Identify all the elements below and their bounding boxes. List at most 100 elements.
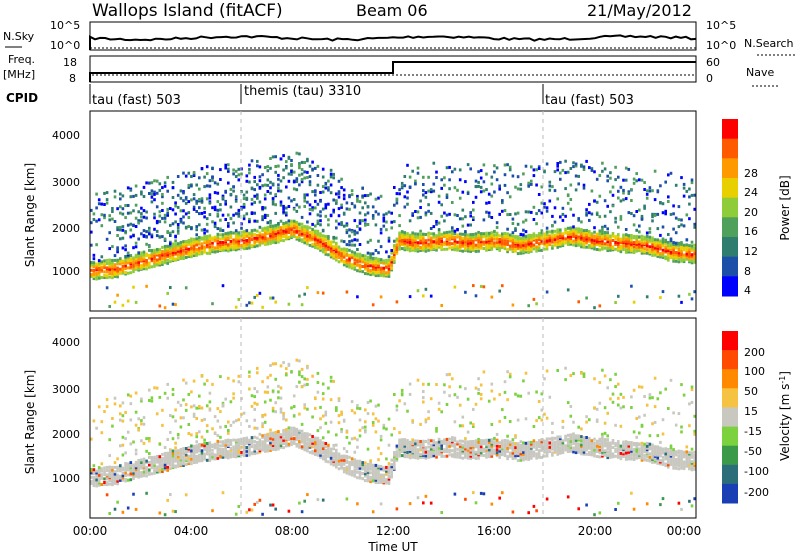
power-cell xyxy=(337,190,341,194)
power-cell xyxy=(219,237,222,241)
power-cell xyxy=(490,233,494,237)
velocity-cell xyxy=(319,445,322,449)
power-cell xyxy=(461,238,465,242)
velocity-cell xyxy=(319,439,322,443)
velocity-cell xyxy=(100,420,104,424)
power-cell xyxy=(295,227,299,231)
velocity-cell xyxy=(435,453,438,457)
power-cell xyxy=(198,206,201,210)
power-cell xyxy=(129,235,133,239)
power-cell xyxy=(485,201,488,205)
power-cell xyxy=(456,214,459,217)
power-cell xyxy=(667,254,670,258)
power-colorbar-swatch xyxy=(722,138,738,159)
velocity-cell xyxy=(422,396,425,400)
velocity-cell xyxy=(224,449,227,453)
power-cell xyxy=(150,257,154,261)
velocity-cell xyxy=(306,432,309,436)
power-cell xyxy=(680,223,683,227)
power-cell xyxy=(329,183,333,187)
velocity-cell xyxy=(419,452,422,456)
power-cell xyxy=(377,196,380,200)
power-cell xyxy=(551,185,554,189)
velocity-cell xyxy=(503,445,507,449)
velocity-cell xyxy=(121,510,125,514)
power-cell xyxy=(522,245,525,249)
power-cell xyxy=(524,234,528,238)
power-cell xyxy=(667,244,670,247)
power-cell xyxy=(398,236,401,240)
power-cell xyxy=(395,201,399,205)
power-cell xyxy=(627,234,631,238)
velocity-cell xyxy=(329,447,333,451)
power-cell xyxy=(635,236,638,240)
power-cell xyxy=(674,231,678,235)
power-cell xyxy=(256,219,259,223)
velocity-cell xyxy=(274,430,277,434)
power-cell xyxy=(414,182,417,186)
power-cell xyxy=(648,230,652,234)
velocity-cell xyxy=(116,465,119,469)
power-cell xyxy=(598,174,602,177)
power-cell xyxy=(482,285,486,289)
velocity-cell xyxy=(140,422,143,426)
power-cell xyxy=(659,255,662,259)
power-cell xyxy=(324,245,328,249)
power-cell xyxy=(640,241,644,245)
power-cell xyxy=(419,229,422,233)
power-cell xyxy=(103,191,106,195)
power-cell xyxy=(121,207,125,211)
power-cell xyxy=(176,246,180,250)
velocity-cell xyxy=(461,451,465,455)
velocity-cell xyxy=(437,442,441,446)
power-cell xyxy=(601,239,604,243)
power-cell xyxy=(503,236,507,240)
power-cell xyxy=(163,216,167,220)
power-cell xyxy=(163,247,167,251)
velocity-cell xyxy=(219,375,222,379)
velocity-cell xyxy=(148,463,151,467)
velocity-cell xyxy=(387,443,391,447)
power-cell xyxy=(158,304,162,308)
power-cell xyxy=(263,193,267,197)
power-cell xyxy=(269,224,272,228)
velocity-cell xyxy=(253,449,256,453)
velocity-cell xyxy=(369,467,372,471)
velocity-cell xyxy=(403,450,407,454)
power-cell xyxy=(129,195,133,199)
power-cell xyxy=(258,237,262,241)
power-cell xyxy=(503,183,507,187)
velocity-cell xyxy=(342,458,346,462)
power-cell xyxy=(148,256,151,260)
velocity-cell xyxy=(195,417,198,420)
velocity-cell xyxy=(300,367,304,371)
velocity-cell xyxy=(508,451,512,455)
velocity-cell xyxy=(224,452,227,455)
power-cell xyxy=(253,245,256,249)
power-cell xyxy=(250,244,254,248)
power-cell xyxy=(358,255,362,259)
velocity-cell xyxy=(440,453,443,457)
power-cell xyxy=(611,234,615,238)
velocity-cell xyxy=(261,422,264,426)
power-cell xyxy=(464,236,467,240)
power-cell xyxy=(155,253,159,257)
power-cell xyxy=(464,215,467,219)
power-cell xyxy=(205,197,209,201)
power-cell xyxy=(274,211,277,215)
velocity-cell xyxy=(416,378,420,382)
power-cell xyxy=(142,234,146,238)
power-cell xyxy=(253,194,256,198)
power-cell xyxy=(656,238,660,242)
velocity-cell xyxy=(414,449,417,453)
power-cell xyxy=(348,243,351,247)
power-cell xyxy=(619,185,623,189)
power-cell xyxy=(514,235,517,238)
power-cell xyxy=(588,234,591,238)
power-cell xyxy=(203,228,206,232)
velocity-cell xyxy=(240,450,243,454)
power-cell xyxy=(274,170,277,174)
velocity-cell xyxy=(221,440,225,444)
power-cell xyxy=(174,257,177,261)
velocity-cell xyxy=(171,449,175,453)
